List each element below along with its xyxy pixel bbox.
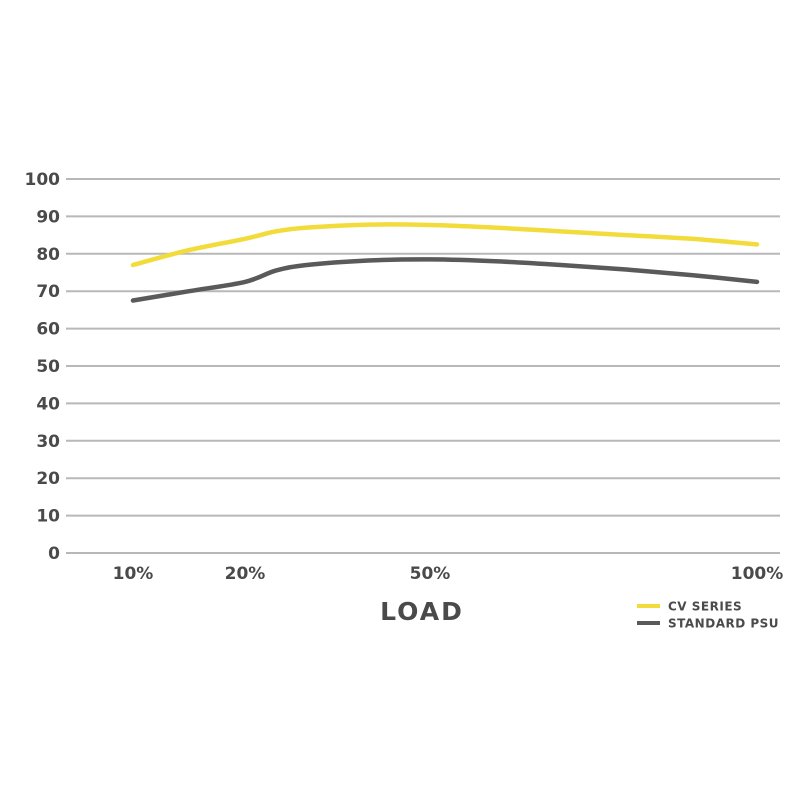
y-tick-label: 80 <box>36 245 60 265</box>
y-tick-label: 10 <box>36 507 60 527</box>
x-tick-label: 100% <box>731 564 784 584</box>
series-line-cv-series <box>130 222 760 268</box>
x-axis-label: LOAD <box>380 597 464 626</box>
x-tick-label: 20% <box>225 564 266 584</box>
y-axis-ticks: 0 10 20 30 40 50 60 70 80 90 100 <box>25 170 61 564</box>
grid-layer <box>66 178 780 554</box>
y-tick-label: 40 <box>36 394 60 414</box>
legend-label: CV SERIES <box>668 600 742 614</box>
x-axis-ticks: 10% 20% 50% 100% <box>113 564 784 584</box>
x-tick-label: 10% <box>113 564 154 584</box>
series-layer <box>130 222 760 303</box>
y-tick-label: 30 <box>36 432 60 452</box>
y-tick-label: 20 <box>36 469 60 489</box>
legend: CV SERIES STANDARD PSU <box>637 600 779 631</box>
series-line-standard-psu <box>130 257 760 303</box>
y-tick-label: 0 <box>48 544 60 564</box>
y-tick-label: 100 <box>25 170 61 190</box>
y-tick-label: 60 <box>36 320 60 340</box>
y-tick-label: 90 <box>36 207 60 227</box>
legend-label: STANDARD PSU <box>668 617 779 631</box>
y-tick-label: 70 <box>36 282 60 302</box>
x-tick-label: 50% <box>410 564 451 584</box>
y-tick-label: 50 <box>36 357 60 377</box>
